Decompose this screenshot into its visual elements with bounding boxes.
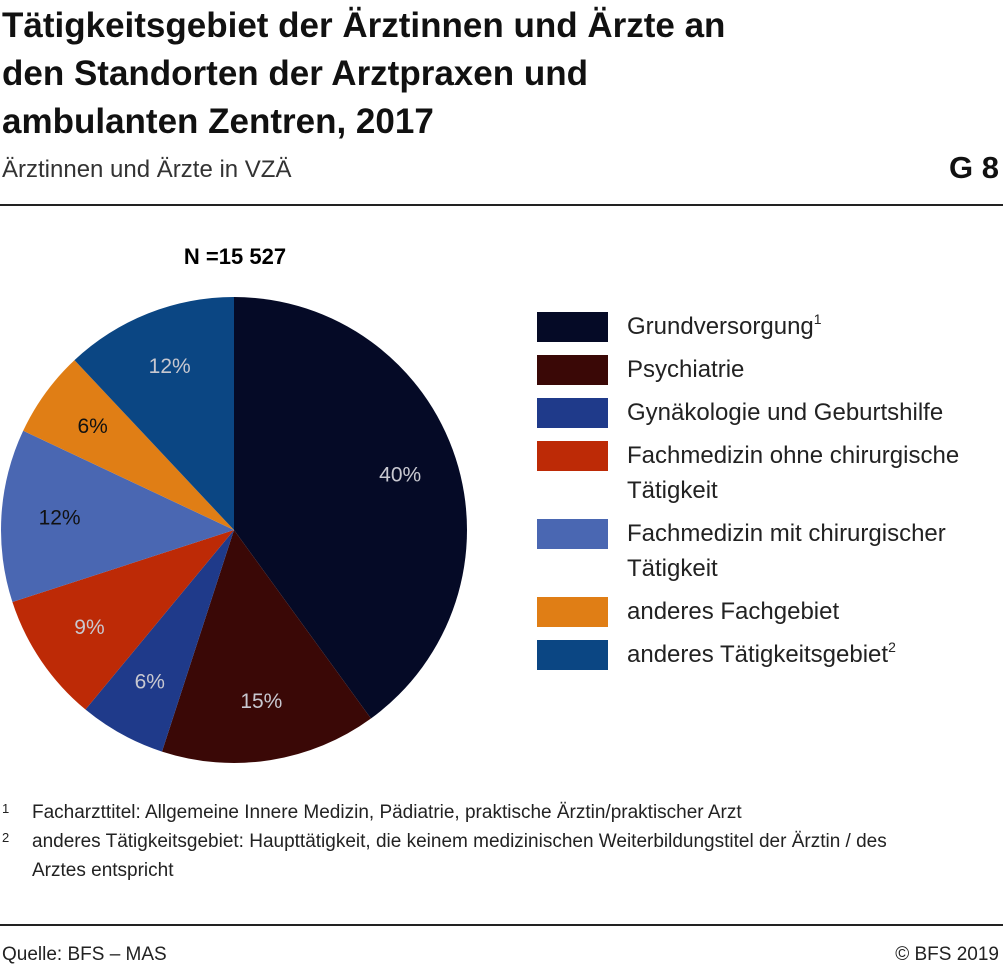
pie: 40% 15% 6% 9% 12% 6% 12%: [0, 297, 467, 763]
legend-swatch: [537, 355, 608, 385]
legend-swatch: [537, 398, 608, 428]
data-label: 6%: [77, 415, 107, 438]
data-label: 15%: [240, 690, 282, 713]
legend-label: Fachmedizin mit chirurgischer Tätigkeit: [627, 516, 1002, 586]
pie-slice: [234, 297, 467, 719]
legend: Grundversorgung1 Psychiatrie Gynäkologie u…: [537, 309, 1003, 680]
legend-item: Gynäkologie und Geburtshilfe: [537, 395, 1003, 430]
footnotes: 1 Facharzttitel: Allgemeine Innere Medizi…: [0, 798, 960, 885]
legend-text: Gynäkologie und Geburtshilfe: [627, 399, 944, 426]
divider: [0, 924, 1003, 926]
chart-id: G 8: [949, 150, 999, 185]
legend-swatch: [537, 312, 608, 342]
legend-text: Fachmedizin ohne chirurgische Tätigkeit: [627, 442, 960, 504]
annotation: N =15 527: [184, 244, 286, 269]
legend-label: Fachmedizin ohne chirurgische Tätigkeit: [627, 438, 1002, 508]
pie-slice: [12, 530, 234, 710]
legend-swatch: [537, 640, 608, 670]
chart-subtitle: Ärztinnen und Ärzte in VZÄ: [2, 156, 292, 183]
data-label: 12%: [149, 355, 191, 378]
footnote-mark: 2: [888, 639, 896, 655]
legend-swatch: [537, 441, 608, 471]
legend-label: anderes Tätigkeitsgebiet2: [627, 637, 1002, 672]
data-label: 9%: [74, 616, 104, 639]
pie-slice: [23, 360, 235, 530]
data-label: 6%: [135, 671, 165, 694]
footnote-mark: 2: [2, 830, 10, 845]
legend-text: anderes Tätigkeitsgebiet: [627, 641, 889, 668]
pie-slice: [85, 530, 234, 752]
legend-item: Fachmedizin ohne chirurgische Tätigkeit: [537, 438, 1003, 508]
legend-item: anderes Tätigkeitsgebiet2: [537, 637, 1003, 672]
footnote: 2 anderes Tätigkeitsgebiet: Haupttätigkei…: [0, 827, 960, 885]
footnote-mark: 1: [813, 311, 822, 327]
legend-label: Grundversorgung1: [627, 309, 1002, 344]
legend-text: Grundversorgung: [627, 313, 814, 340]
legend-swatch: [537, 519, 608, 549]
legend-item: Psychiatrie: [537, 352, 1003, 387]
legend-item: Fachmedizin mit chirurgischer Tätigkeit: [537, 516, 1003, 586]
legend-label: anderes Fachgebiet: [627, 594, 1002, 629]
data-label: 12%: [39, 507, 81, 530]
legend-item: Grundversorgung1: [537, 309, 1003, 344]
legend-text: anderes Fachgebiet: [627, 598, 840, 625]
legend-swatch: [537, 597, 608, 627]
legend-label: Psychiatrie: [627, 352, 1002, 387]
footnote: 1 Facharzttitel: Allgemeine Innere Medizi…: [0, 798, 960, 827]
legend-text: Psychiatrie: [627, 356, 745, 383]
legend-item: anderes Fachgebiet: [537, 594, 1003, 629]
pie-slice: [161, 530, 371, 763]
footnote-text: Facharzttitel: Allgemeine Innere Medizin…: [32, 802, 742, 823]
footnote-mark: 1: [2, 801, 10, 816]
footnote-text: anderes Tätigkeitsgebiet: Haupttätigkeit…: [32, 831, 887, 881]
legend-text: Fachmedizin mit chirurgischer Tätigkeit: [627, 520, 946, 582]
pie-slice: [74, 297, 235, 530]
chart-title: Tätigkeitsgebiet der Ärztinnen und Ärzte…: [2, 6, 726, 141]
divider: [0, 204, 1003, 206]
source: Quelle: BFS – MAS: [2, 944, 167, 965]
copyright: © BFS 2019: [895, 944, 999, 965]
data-label: 40%: [379, 464, 421, 487]
legend-label: Gynäkologie und Geburtshilfe: [627, 395, 1002, 430]
pie-slice: [0, 430, 235, 603]
chart: N =15 527 40% 15% 6% 9% 12% 6% 12%: [0, 244, 467, 763]
